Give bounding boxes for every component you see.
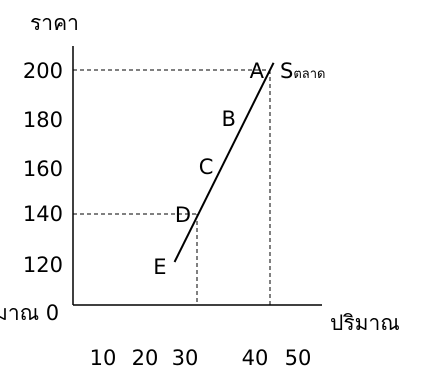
x-tick-labels: 10 20 30 40 50 <box>90 346 312 370</box>
origin-label: มาณ 0 <box>0 301 59 325</box>
supply-curve-label: Sตลาด <box>280 59 326 83</box>
y-tick-label: 200 <box>23 59 63 83</box>
y-axis-title: ราคา <box>30 11 79 35</box>
y-tick-label: 180 <box>23 108 63 132</box>
y-tick-label: 140 <box>23 202 63 226</box>
x-axis-title: ปริมาณ <box>330 311 400 335</box>
point-label-c: C <box>199 155 214 179</box>
point-label-d: D <box>175 203 191 227</box>
x-tick-label: 10 <box>90 346 117 370</box>
point-label-a: A <box>250 59 265 83</box>
y-tick-labels: 200 180 160 140 120 <box>23 59 63 277</box>
guide-lines <box>73 69 271 305</box>
point-label-e: E <box>153 255 166 279</box>
supply-subscript: ตลาด <box>293 67 325 82</box>
y-tick-label: 160 <box>23 157 63 181</box>
x-tick-label: 50 <box>285 346 312 370</box>
x-tick-label: 20 <box>132 346 159 370</box>
y-tick-label: 120 <box>23 253 63 277</box>
x-tick-label: 40 <box>242 346 269 370</box>
x-tick-label: 30 <box>172 346 199 370</box>
supply-symbol: S <box>280 59 293 83</box>
point-label-b: B <box>222 107 236 131</box>
supply-curve-line <box>173 62 275 263</box>
